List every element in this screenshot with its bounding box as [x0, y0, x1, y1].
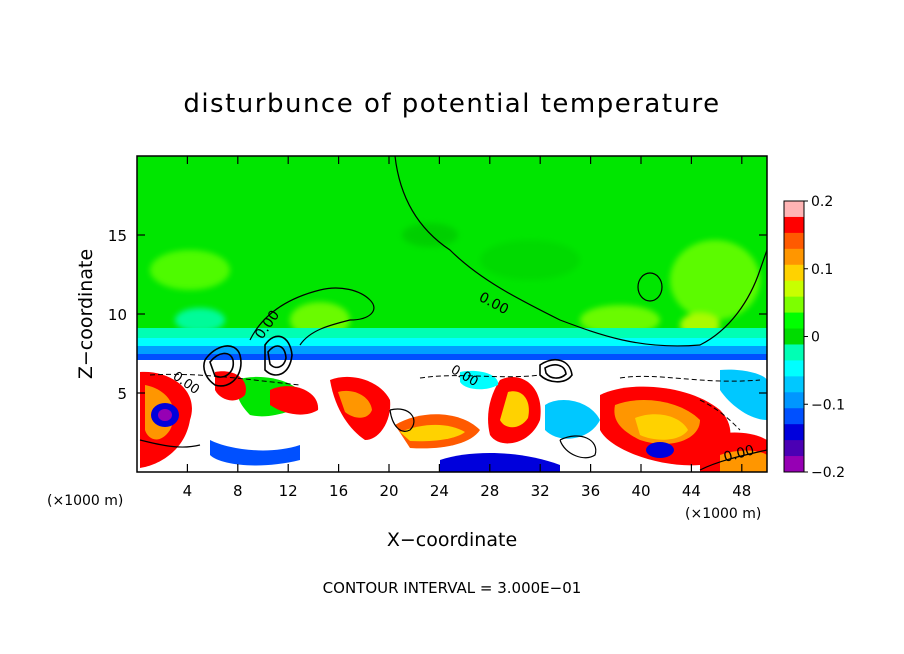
colorbar-tick-label: 0 — [811, 330, 820, 346]
colorbar-tick-label: 0.2 — [811, 194, 833, 210]
colorbar-tick-label: 0.1 — [811, 262, 833, 278]
colorbar-swatch — [784, 280, 804, 298]
y-tick-label: 10 — [108, 306, 127, 324]
colorbar-swatch — [784, 264, 804, 282]
colorbar-swatch — [784, 456, 804, 473]
upper-field — [137, 156, 767, 356]
colorbar-swatch — [784, 216, 804, 234]
y-tick-label: 5 — [117, 385, 127, 403]
colorbar-swatch — [784, 376, 804, 393]
x-tick-label: 44 — [682, 482, 701, 500]
x-tick-label: 16 — [329, 482, 348, 500]
contour-interval-note: CONTOUR INTERVAL = 3.000E−01 — [323, 579, 582, 597]
inversion-band-blue — [137, 346, 767, 356]
x-tick-label: 8 — [233, 482, 243, 500]
colorbar-swatch — [784, 440, 804, 457]
y-tick-label: 15 — [108, 227, 127, 245]
inversion-band-lightblue — [137, 338, 767, 348]
colorbar: 0.2 0.1 0 −0.1 −0.2 — [783, 194, 845, 481]
contour-cluster — [203, 335, 573, 387]
contour-lines — [139, 156, 767, 471]
colorbar-swatch — [784, 201, 804, 218]
colorbar-swatch — [784, 408, 804, 425]
colorbar-swatch — [784, 392, 804, 409]
colorbar-swatch — [784, 424, 804, 441]
chart-title: disturbunce of potential temperature — [183, 89, 720, 119]
x-tick-label: 28 — [480, 482, 499, 500]
x-tick-label: 20 — [379, 482, 398, 500]
plot-area — [137, 156, 767, 472]
colorbar-swatch — [784, 328, 804, 345]
x-tick-label: 48 — [732, 482, 751, 500]
x-unit-left: (×1000 m) — [47, 493, 123, 509]
colorbar-swatch — [784, 360, 804, 377]
y-axis: 5 10 15 — [108, 227, 767, 403]
colorbar-tick-label: −0.1 — [811, 397, 845, 413]
lower-anomalies — [140, 369, 767, 472]
colorbar-tick-label: −0.2 — [811, 465, 845, 481]
x-tick-label: 40 — [631, 482, 650, 500]
upper-anomalies — [150, 223, 760, 338]
x-tick-label: 4 — [183, 482, 193, 500]
x-unit-right: (×1000 m) — [685, 506, 761, 522]
colorbar-swatch — [784, 312, 804, 330]
y-axis-title: Z−coordinate — [75, 249, 97, 379]
x-tick-label: 12 — [279, 482, 298, 500]
x-tick-label: 32 — [531, 482, 550, 500]
x-tick-label: 24 — [430, 482, 449, 500]
colorbar-swatch — [784, 344, 804, 361]
x-axis-title: X−coordinate — [387, 529, 517, 551]
contour-label: 0.00 — [722, 442, 756, 466]
x-axis: 4 8 12 16 20 24 28 32 36 40 44 48 — [183, 156, 751, 500]
colorbar-swatch — [784, 232, 804, 250]
colorbar-swatch — [784, 248, 804, 266]
x-tick-label: 36 — [581, 482, 600, 500]
colorbar-swatch — [784, 296, 804, 314]
inversion-band-deepblue — [137, 354, 767, 360]
